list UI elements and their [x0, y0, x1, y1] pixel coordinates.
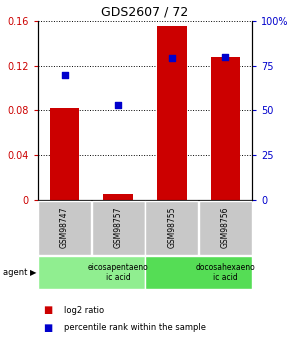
FancyBboxPatch shape — [38, 201, 91, 255]
Text: GSM98757: GSM98757 — [114, 207, 123, 248]
FancyBboxPatch shape — [199, 201, 252, 255]
Text: percentile rank within the sample: percentile rank within the sample — [64, 323, 206, 332]
Bar — [157, 26, 186, 200]
Text: eicosapentaeno
ic acid: eicosapentaeno ic acid — [88, 263, 148, 282]
Text: agent ▶: agent ▶ — [3, 268, 37, 277]
Bar — [211, 57, 240, 200]
Point — [116, 102, 121, 108]
Text: ■: ■ — [44, 323, 53, 333]
FancyBboxPatch shape — [145, 256, 252, 289]
Text: GSM98747: GSM98747 — [60, 207, 69, 248]
Text: GSM98756: GSM98756 — [221, 207, 230, 248]
Point — [223, 54, 228, 59]
FancyBboxPatch shape — [145, 201, 198, 255]
Text: GSM98755: GSM98755 — [167, 207, 176, 248]
Point — [62, 72, 67, 77]
Text: ■: ■ — [44, 306, 53, 315]
Point — [169, 56, 174, 61]
Text: docosahexaeno
ic acid: docosahexaeno ic acid — [195, 263, 255, 282]
Bar — [50, 108, 79, 200]
FancyBboxPatch shape — [92, 201, 145, 255]
FancyBboxPatch shape — [38, 256, 145, 289]
Title: GDS2607 / 72: GDS2607 / 72 — [102, 5, 188, 18]
Text: log2 ratio: log2 ratio — [64, 306, 104, 315]
Bar — [104, 195, 133, 200]
